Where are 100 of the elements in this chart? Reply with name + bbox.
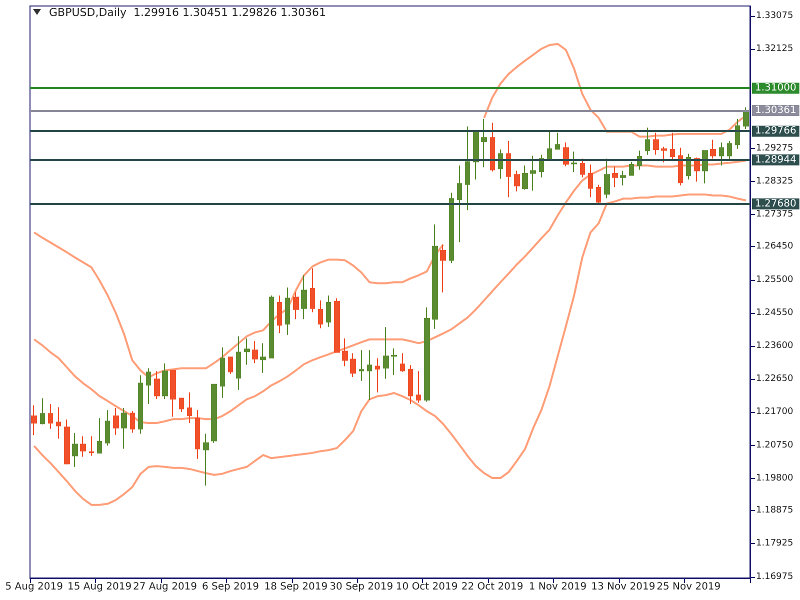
candlestick xyxy=(735,118,740,150)
candlestick xyxy=(727,140,732,160)
chart-title: GBPUSD,Daily 1.29916 1.30451 1.29826 1.30361 xyxy=(49,6,326,19)
candlestick xyxy=(40,398,45,425)
candlestick xyxy=(334,298,340,354)
candlestick xyxy=(686,153,691,180)
candlestick xyxy=(244,338,250,366)
candlestick xyxy=(416,370,421,404)
y-tick-label: 1.29275 xyxy=(756,143,794,154)
candlestick xyxy=(449,192,454,264)
candlestick xyxy=(481,118,487,168)
y-tick-label: 1.24550 xyxy=(756,308,794,318)
candlestick xyxy=(121,408,127,450)
x-tick-label: 10 Oct 2019 xyxy=(396,582,458,592)
candlestick xyxy=(400,352,405,372)
candlestick xyxy=(277,294,282,334)
candlestick xyxy=(179,397,184,412)
candlestick xyxy=(326,294,331,328)
candlestick xyxy=(367,350,372,400)
candlestick xyxy=(310,268,315,313)
candlestick xyxy=(89,436,94,456)
candlestick xyxy=(220,346,225,398)
y-tick-label: 1.22650 xyxy=(756,374,794,384)
line-series xyxy=(33,160,747,424)
x-tick-label: 30 Sep 2019 xyxy=(330,582,394,592)
candlestick xyxy=(375,358,380,393)
candlestick xyxy=(580,158,585,178)
y-tick-label: 1.17925 xyxy=(756,538,794,549)
x-tick-label: 18 Sep 2019 xyxy=(264,582,328,592)
candlestick xyxy=(359,350,364,382)
candlestick xyxy=(138,374,143,434)
candlestick xyxy=(555,132,560,150)
candlestick xyxy=(64,419,70,465)
candlestick xyxy=(432,224,438,330)
x-tick-label: 1 Nov 2019 xyxy=(528,582,587,592)
y-tick-label: 1.27375 xyxy=(756,209,794,220)
y-tick-label: 1.20750 xyxy=(756,440,794,450)
candlestick xyxy=(130,410,135,434)
candlestick xyxy=(31,404,37,436)
x-tick-label: 15 Aug 2019 xyxy=(68,582,132,592)
candlestick xyxy=(465,126,470,211)
y-tick-label: 1.32125 xyxy=(756,44,794,54)
ref-line-label: 1.28944 xyxy=(755,154,796,166)
y-tick-label: 1.18875 xyxy=(756,506,794,516)
candlestick xyxy=(522,165,528,190)
candlestick xyxy=(203,433,209,486)
candlestick xyxy=(678,147,683,186)
candlestick xyxy=(645,127,650,156)
candlestick xyxy=(56,406,61,440)
candlestick xyxy=(424,306,430,402)
candlestick xyxy=(260,342,266,374)
x-tick-label: 13 Nov 2019 xyxy=(591,582,656,592)
candlestick xyxy=(252,340,258,364)
candlestick xyxy=(195,410,200,460)
line-series xyxy=(33,193,747,506)
y-tick-label: 1.26450 xyxy=(756,242,794,252)
candlestick xyxy=(743,106,749,130)
candlestick xyxy=(620,170,626,186)
candlestick xyxy=(285,286,290,336)
candlestick xyxy=(571,151,577,173)
candlestick xyxy=(105,410,110,446)
candlestick xyxy=(318,300,323,329)
ref-line-label: 1.31000 xyxy=(755,82,796,94)
candlestick xyxy=(604,158,610,199)
candlestick xyxy=(72,432,78,468)
candlestick xyxy=(154,370,160,400)
y-tick-label: 1.25500 xyxy=(756,274,794,285)
x-tick-label: 25 Nov 2019 xyxy=(656,582,721,592)
x-tick-label: 6 Sep 2019 xyxy=(202,582,259,592)
y-tick-label: 1.33075 xyxy=(756,10,794,21)
candlestick xyxy=(48,404,53,430)
candlestick xyxy=(383,326,389,380)
candlestick xyxy=(629,161,634,176)
y-tick-label: 1.28325 xyxy=(756,176,794,186)
candlestick xyxy=(440,244,446,293)
ref-line-label: 1.27680 xyxy=(755,198,796,210)
candlestick xyxy=(236,336,241,390)
candlestick xyxy=(80,436,86,458)
candlestick xyxy=(719,142,724,166)
candlestick xyxy=(710,139,716,160)
x-tick-label: 27 Aug 2019 xyxy=(132,582,198,592)
candlestick xyxy=(228,356,233,374)
candlestick xyxy=(653,132,659,156)
candlestick xyxy=(670,132,675,162)
candlestick xyxy=(187,392,192,424)
candlestick xyxy=(408,364,413,404)
candlestick xyxy=(702,150,708,184)
candlestick xyxy=(301,274,307,320)
candlestick xyxy=(612,166,618,188)
candlestick xyxy=(588,164,593,198)
x-tick-label: 22 Oct 2019 xyxy=(461,582,524,592)
ref-line-label: 1.30361 xyxy=(755,104,796,116)
candlestick xyxy=(269,294,274,359)
candlestick xyxy=(506,140,511,198)
ref-line-label: 1.29766 xyxy=(755,126,796,137)
y-tick-label: 1.19800 xyxy=(756,473,794,484)
candlestick xyxy=(514,170,520,192)
candlestick xyxy=(391,348,397,376)
y-tick-label: 1.16975 xyxy=(756,572,794,582)
candlestick xyxy=(146,368,151,404)
